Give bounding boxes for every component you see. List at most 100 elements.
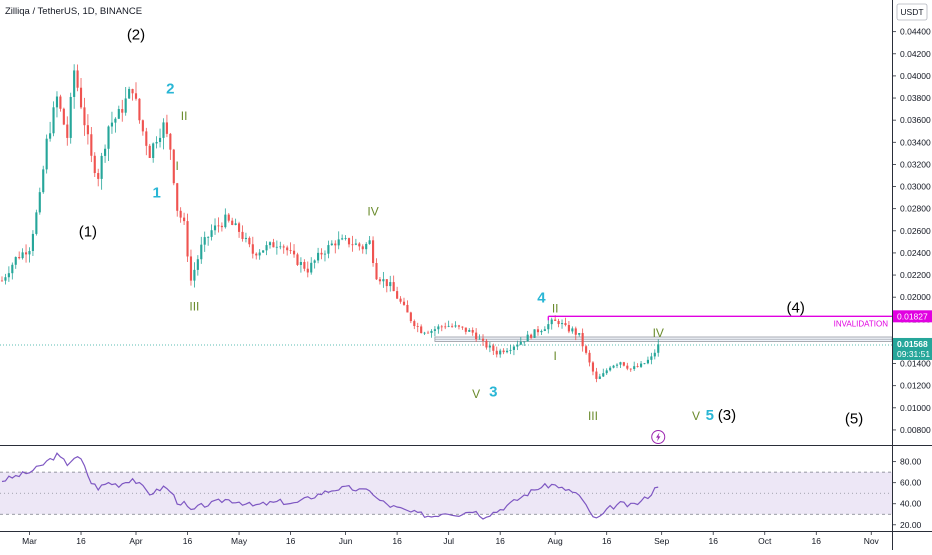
candle-body [588, 352, 591, 363]
candle-body [591, 362, 595, 372]
price-pane-bg [0, 0, 892, 445]
candle-body [124, 98, 127, 113]
candle-body [162, 122, 165, 138]
time-tick-label: Jul [443, 536, 454, 546]
rsi-ticks: 80.00 60.00 40.00 20.00 [892, 457, 922, 530]
candle-body [365, 243, 368, 250]
rsi-pane[interactable] [0, 452, 932, 532]
candle-body [176, 183, 179, 211]
rsi-band [0, 472, 892, 515]
candle-body [117, 109, 120, 119]
candle-body [581, 333, 584, 347]
current-price-label: 0.01568 [897, 339, 928, 349]
candle-body [622, 362, 625, 366]
wave-label: 5 [706, 407, 714, 424]
time-tick-label: Apr [129, 536, 142, 546]
price-tick-label: 0.00800 [900, 425, 931, 435]
candle-body [279, 246, 282, 248]
candle-body [24, 252, 28, 255]
time-tick-label: Sep [654, 536, 669, 546]
wave-label: V [472, 387, 480, 401]
candle-body [303, 261, 306, 269]
candle-body [189, 256, 193, 281]
price-scale[interactable]: USDT 0.04400 0.04200 0.04000 0.03800 0.03600… [892, 0, 932, 550]
candle-body [643, 363, 646, 365]
time-tick-label: 16 [708, 536, 718, 546]
candle-body [512, 346, 515, 350]
candle-body [533, 329, 536, 338]
candle-body [299, 261, 302, 265]
candle-body [203, 237, 206, 245]
candle-body [272, 242, 275, 248]
time-tick-label: 16 [392, 536, 402, 546]
wave-label: III [588, 409, 598, 423]
price-tick-label: 0.02600 [900, 226, 931, 236]
rsi-line [1, 452, 659, 520]
wave-label: (5) [845, 410, 863, 427]
wave-label: 1 [152, 185, 160, 202]
candle-body [598, 376, 601, 379]
candle-body [396, 291, 399, 299]
candle-body [636, 366, 639, 367]
rsi-tick-label: 60.00 [900, 478, 922, 488]
candle-body [313, 260, 316, 263]
candle-body [492, 345, 495, 351]
price-tick-label: 0.03000 [900, 182, 931, 192]
lightning-icon[interactable] [651, 430, 666, 444]
candle-body [650, 356, 653, 360]
candle-body [210, 230, 213, 237]
candle-body [275, 246, 278, 248]
candle-body [52, 107, 55, 134]
candle-body [289, 250, 292, 252]
wave-label: II [552, 302, 559, 316]
candle-body [35, 212, 38, 234]
wave-label: (2) [127, 26, 145, 43]
candle-body [128, 88, 131, 99]
candle-body [183, 217, 186, 222]
wave-label: 4 [537, 290, 546, 307]
candle-body [42, 169, 45, 193]
price-tick-label: 0.01000 [900, 403, 931, 413]
candle-body [557, 320, 560, 325]
time-tick-label: 16 [602, 536, 612, 546]
candle-body [179, 210, 182, 218]
candle-body [59, 96, 62, 109]
candle-body [138, 98, 141, 121]
candle-body [530, 334, 533, 338]
candle-body [93, 155, 96, 174]
candle-body [0, 280, 4, 282]
wave-label: V [692, 409, 700, 423]
candle-body [158, 137, 162, 142]
candle-body [220, 225, 223, 228]
currency-button[interactable] [896, 3, 928, 21]
candle-body [461, 326, 464, 328]
price-tick-label: 0.02800 [900, 204, 931, 214]
time-axis[interactable]: Mar 16 Apr 16 May 16 Jun 16 Jul 16 Aug 16 Sep 16 Oct 16… [22, 531, 880, 546]
time-tick-label: 16 [76, 536, 86, 546]
wave-label: (3) [718, 407, 736, 424]
candle-body [451, 325, 454, 327]
candle-body [619, 362, 622, 365]
current-price-badge [893, 337, 932, 360]
candle-body [344, 238, 347, 239]
candle-body [11, 264, 14, 274]
wave-label: IV [367, 204, 378, 218]
candle-body [495, 350, 498, 355]
candle-body [464, 327, 467, 332]
candle-body [49, 133, 52, 139]
candle-body [615, 364, 619, 366]
candle-body [200, 244, 203, 260]
candle-body [516, 344, 519, 347]
invalidation-price-label: 0.01827 [897, 311, 928, 321]
candle-body [207, 236, 210, 238]
rsi-tick-label: 80.00 [900, 457, 922, 467]
invalidation-label: INVALIDATION [834, 319, 889, 328]
candle-body [372, 240, 375, 264]
rsi-tick-label: 20.00 [900, 520, 922, 530]
candle-body [21, 252, 24, 259]
candle-body [31, 233, 34, 251]
candle-body [145, 131, 148, 146]
candle-body [554, 319, 557, 321]
